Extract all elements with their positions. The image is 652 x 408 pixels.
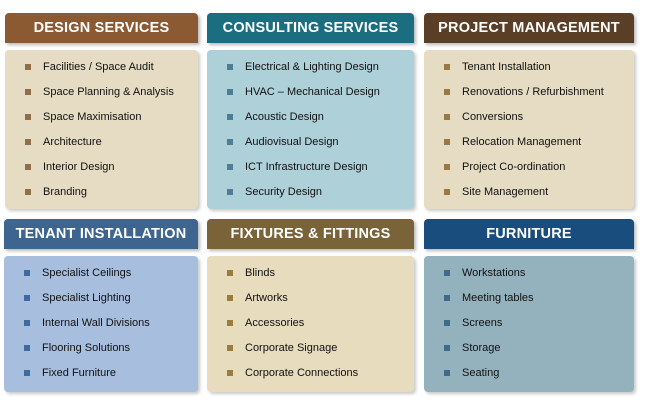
list-item[interactable]: Interior Design (5, 159, 198, 184)
list-item[interactable]: Storage (424, 340, 634, 365)
panel-title[interactable]: CONSULTING SERVICES (207, 13, 414, 43)
bullet-icon (227, 164, 233, 170)
panel-body: Electrical & Lighting Design HVAC – Mech… (207, 50, 414, 209)
bullet-icon (25, 189, 31, 195)
list-item[interactable]: Screens (424, 315, 634, 340)
bullet-icon (444, 89, 450, 95)
panel-body: Facilities / Space Audit Space Planning … (5, 50, 198, 209)
list-item[interactable]: Space Maximisation (5, 109, 198, 134)
design-services-panel: DESIGN SERVICES Facilities / Space Audit… (5, 13, 198, 209)
bullet-icon (227, 189, 233, 195)
project-management-panel: PROJECT MANAGEMENT Tenant Installation R… (424, 13, 634, 209)
bullet-icon (227, 270, 233, 276)
panel-title[interactable]: FIXTURES & FITTINGS (207, 219, 414, 249)
list-item[interactable]: Meeting tables (424, 290, 634, 315)
panel-body: Workstations Meeting tables Screens Stor… (424, 256, 634, 392)
bullet-icon (227, 139, 233, 145)
list-item[interactable]: Specialist Lighting (4, 290, 198, 315)
bullet-icon (24, 270, 30, 276)
bullet-icon (25, 64, 31, 70)
list-item[interactable]: Flooring Solutions (4, 340, 198, 365)
bullet-icon (444, 139, 450, 145)
bullet-icon (227, 295, 233, 301)
bullet-icon (227, 64, 233, 70)
list-item[interactable]: Architecture (5, 134, 198, 159)
list-item[interactable]: Facilities / Space Audit (5, 59, 198, 84)
list-item[interactable]: Artworks (207, 290, 414, 315)
panel-body: Blinds Artworks Accessories Corporate Si… (207, 256, 414, 392)
list-item[interactable]: Electrical & Lighting Design (207, 59, 414, 84)
list-item[interactable]: Acoustic Design (207, 109, 414, 134)
bullet-icon (24, 320, 30, 326)
bullet-icon (25, 89, 31, 95)
list-item[interactable]: Blinds (207, 265, 414, 290)
list-item[interactable]: Site Management (424, 184, 634, 209)
panel-body: Specialist Ceilings Specialist Lighting … (4, 256, 198, 392)
bullet-icon (227, 345, 233, 351)
list-item[interactable]: Corporate Signage (207, 340, 414, 365)
bullet-icon (444, 370, 450, 376)
list-item[interactable]: Internal Wall Divisions (4, 315, 198, 340)
bullet-icon (444, 64, 450, 70)
list-item[interactable]: Seating (424, 365, 634, 390)
bullet-icon (25, 114, 31, 120)
bullet-icon (227, 89, 233, 95)
list-item[interactable]: ICT Infrastructure Design (207, 159, 414, 184)
list-item[interactable]: Branding (5, 184, 198, 209)
list-item[interactable]: Corporate Connections (207, 365, 414, 390)
list-item[interactable]: Workstations (424, 265, 634, 290)
bullet-icon (227, 320, 233, 326)
consulting-services-panel: CONSULTING SERVICES Electrical & Lightin… (207, 13, 414, 209)
list-item[interactable]: Specialist Ceilings (4, 265, 198, 290)
bullet-icon (444, 295, 450, 301)
bullet-icon (24, 345, 30, 351)
list-item[interactable]: Conversions (424, 109, 634, 134)
panel-title[interactable]: TENANT INSTALLATION (4, 219, 198, 249)
bullet-icon (444, 270, 450, 276)
list-item[interactable]: Fixed Furniture (4, 365, 198, 390)
bullet-icon (444, 320, 450, 326)
bullet-icon (444, 345, 450, 351)
bullet-icon (25, 164, 31, 170)
panel-title[interactable]: FURNITURE (424, 219, 634, 249)
list-item[interactable]: HVAC – Mechanical Design (207, 84, 414, 109)
bullet-icon (227, 370, 233, 376)
panel-body: Tenant Installation Renovations / Refurb… (424, 50, 634, 209)
list-item[interactable]: Security Design (207, 184, 414, 209)
bullet-icon (444, 164, 450, 170)
list-item[interactable]: Audiovisual Design (207, 134, 414, 159)
panel-title[interactable]: DESIGN SERVICES (5, 13, 198, 43)
bullet-icon (227, 114, 233, 120)
list-item[interactable]: Project Co-ordination (424, 159, 634, 184)
bullet-icon (24, 370, 30, 376)
tenant-installation-panel: TENANT INSTALLATION Specialist Ceilings … (4, 219, 198, 392)
panel-title[interactable]: PROJECT MANAGEMENT (424, 13, 634, 43)
list-item[interactable]: Tenant Installation (424, 59, 634, 84)
bullet-icon (444, 189, 450, 195)
furniture-panel: FURNITURE Workstations Meeting tables Sc… (424, 219, 634, 392)
bullet-icon (25, 139, 31, 145)
list-item[interactable]: Accessories (207, 315, 414, 340)
fixtures-fittings-panel: FIXTURES & FITTINGS Blinds Artworks Acce… (207, 219, 414, 392)
bullet-icon (444, 114, 450, 120)
bullet-icon (24, 295, 30, 301)
list-item[interactable]: Renovations / Refurbishment (424, 84, 634, 109)
list-item[interactable]: Relocation Management (424, 134, 634, 159)
list-item[interactable]: Space Planning & Analysis (5, 84, 198, 109)
